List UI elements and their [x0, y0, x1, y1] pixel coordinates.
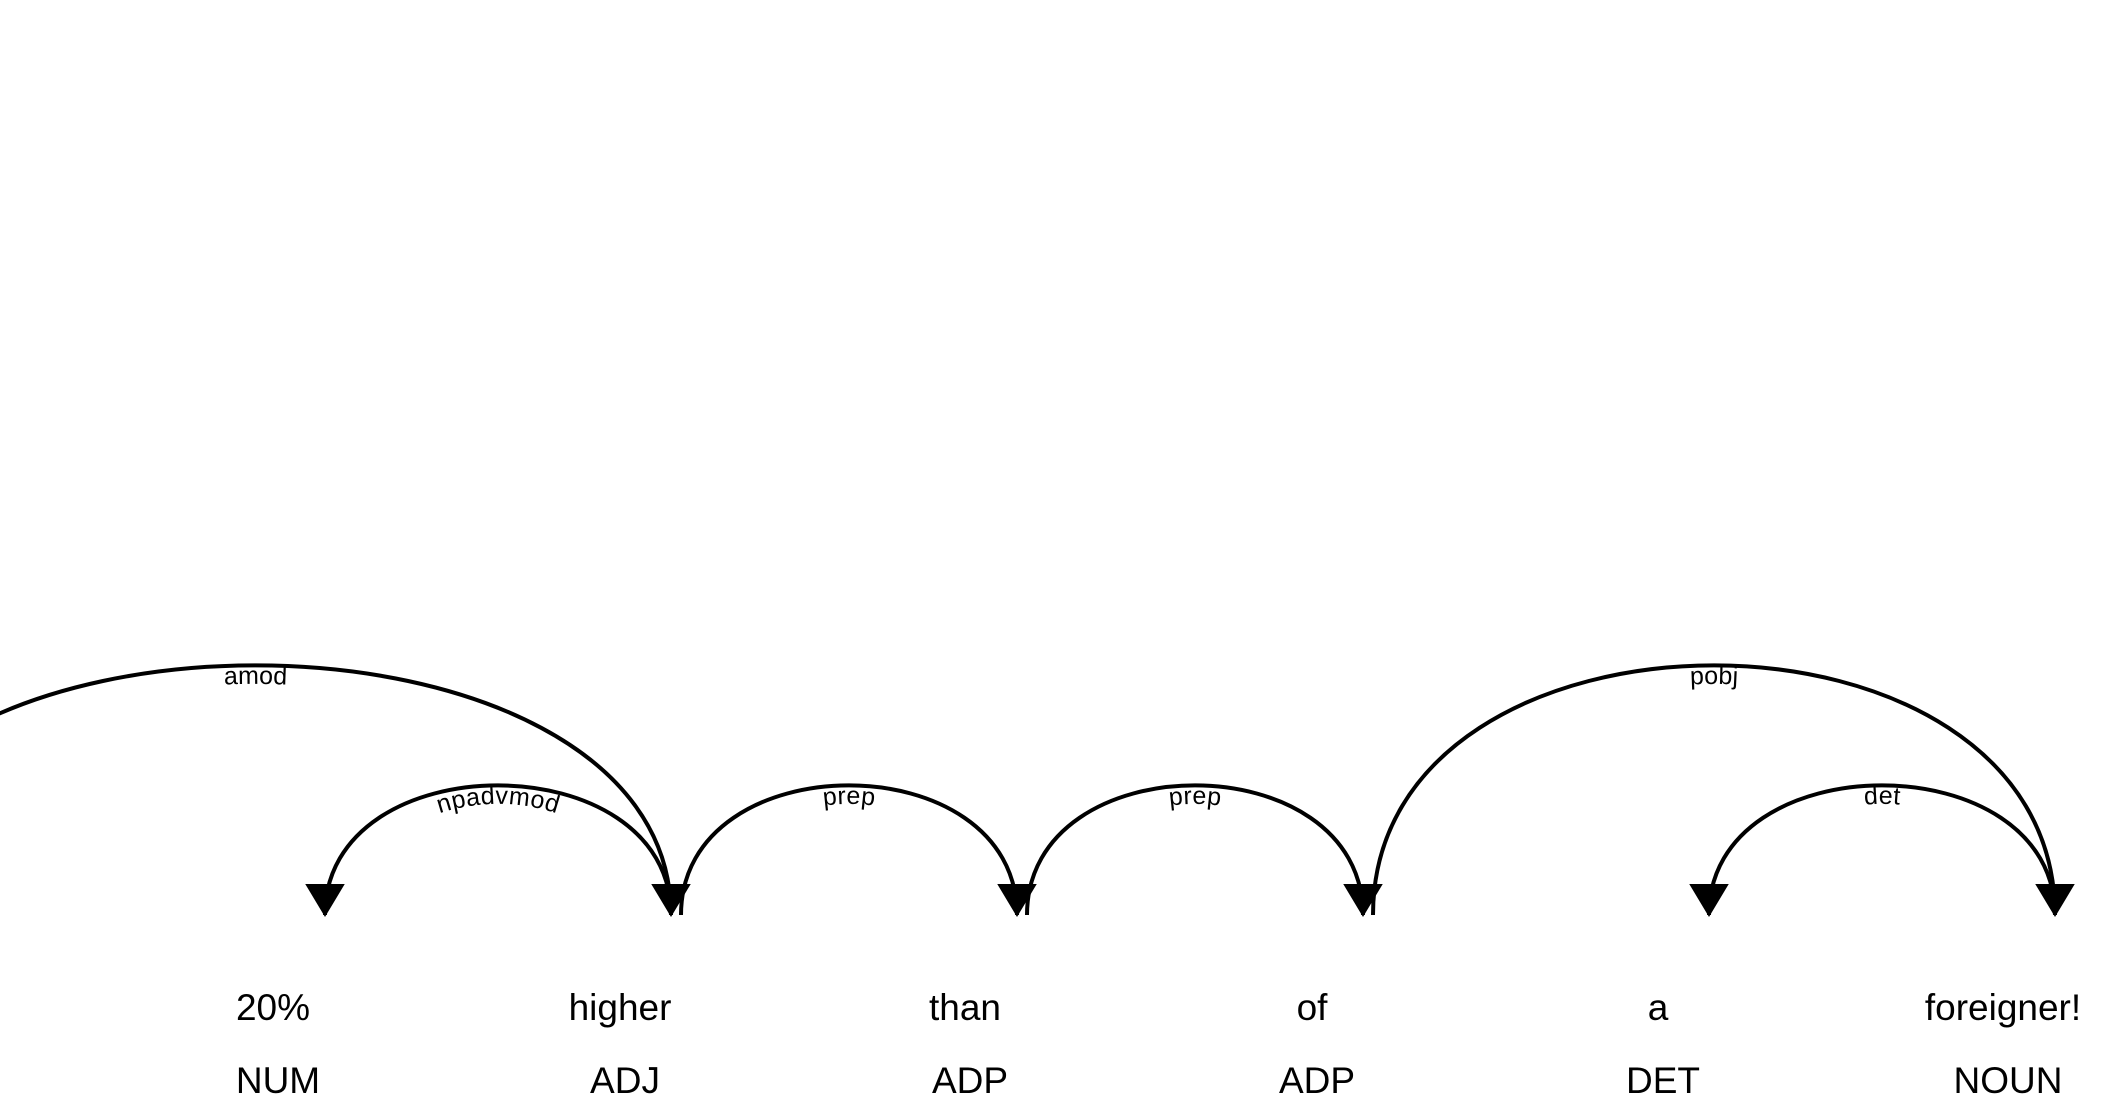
token-tag-0: NUM	[236, 1060, 320, 1101]
arc-label-pobj-4: pobj	[1689, 662, 1738, 691]
token-tag-5: NOUN	[1954, 1060, 2063, 1101]
token-tag-2: ADP	[932, 1060, 1008, 1101]
token-word-1: higher	[569, 987, 672, 1028]
arc-label-text-1: npadvmod	[433, 782, 563, 819]
arc-label-text-0: amod	[223, 662, 287, 691]
token-word-4: a	[1648, 987, 1669, 1028]
arc-label-text-3: prep	[1167, 782, 1222, 812]
arc-det-5	[1707, 783, 2057, 916]
arc-label-det-5: det	[1863, 782, 1901, 811]
token-tag-4: DET	[1626, 1060, 1700, 1101]
token-word-2: than	[929, 987, 1001, 1028]
arc-prep-3	[1025, 783, 1365, 916]
token-word-5: foreigner!	[1925, 987, 2081, 1028]
arc-label-text-4: pobj	[1689, 662, 1738, 691]
arc-prep-2	[679, 783, 1019, 916]
arc-label-text-5: det	[1863, 782, 1901, 811]
arcs-layer: amod npadvmod prep prep pobj det	[0, 662, 2075, 917]
arrowhead-det-5	[1689, 884, 1729, 917]
arc-label-npadvmod-1: npadvmod	[433, 782, 563, 819]
token-word-0: 20%	[236, 987, 310, 1028]
token-tag-3: ADP	[1279, 1060, 1355, 1101]
arc-label-text-2: prep	[821, 782, 876, 812]
words-layer: 20% NUM higher ADJ than ADP of ADP a DET…	[236, 987, 2081, 1101]
arc-npadvmod-1	[323, 783, 673, 916]
arc-pobj-4	[1371, 663, 2057, 916]
arc-label-amod-0: amod	[223, 662, 287, 691]
token-word-3: of	[1297, 987, 1329, 1028]
arc-label-prep-2: prep	[821, 782, 876, 812]
arrowhead-npadvmod-1	[305, 884, 345, 917]
token-tag-1: ADJ	[590, 1060, 660, 1101]
arc-amod-0	[0, 663, 673, 916]
arc-label-prep-3: prep	[1167, 782, 1222, 812]
